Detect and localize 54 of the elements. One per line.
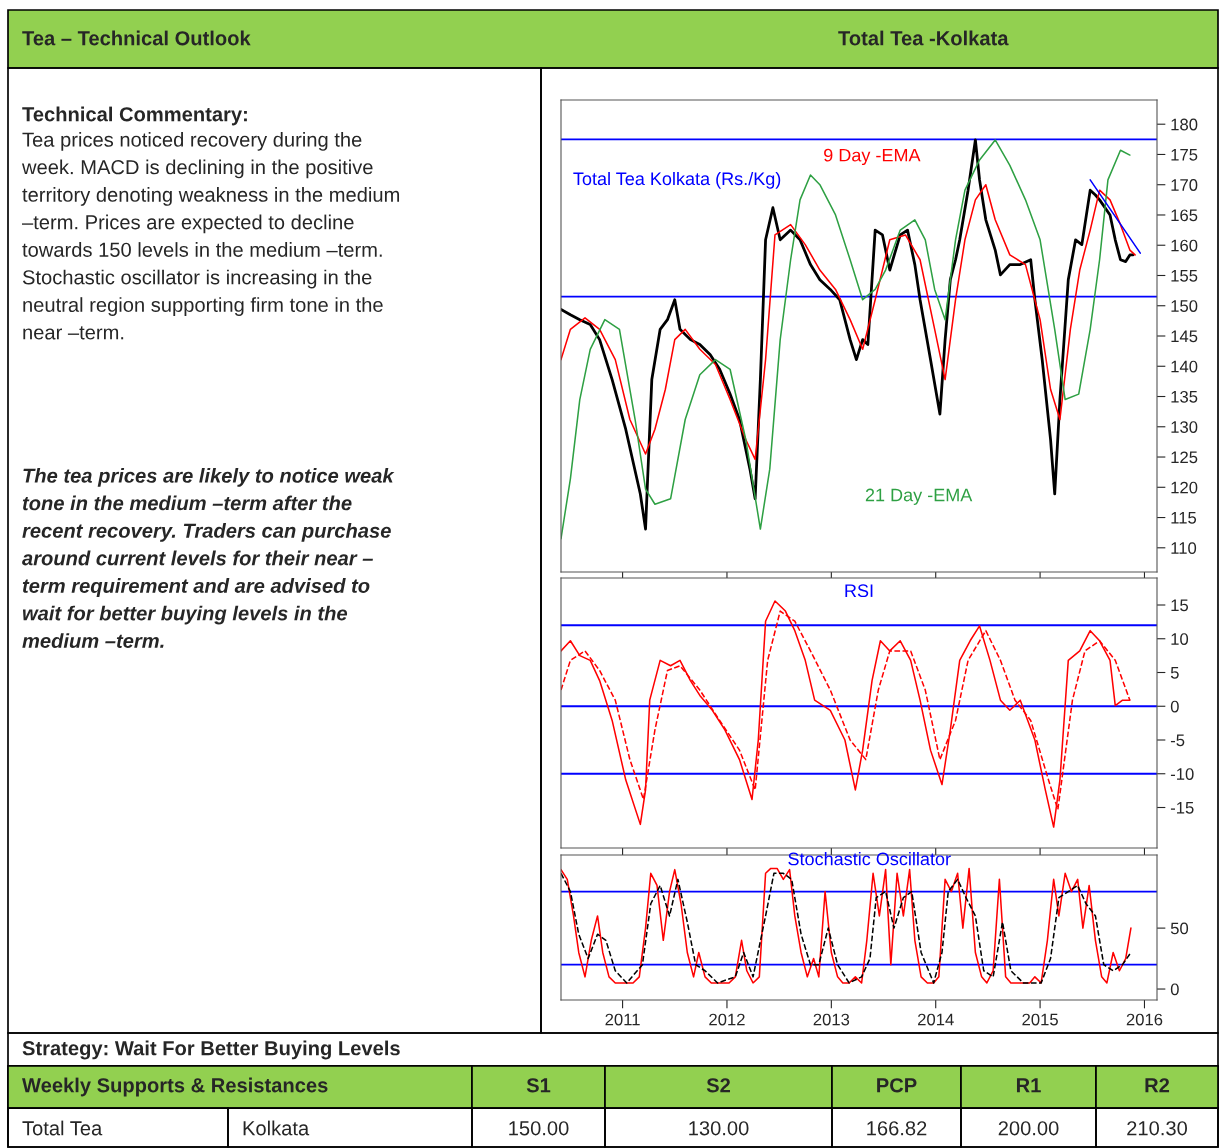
y-tick-label: 110 bbox=[1171, 542, 1197, 554]
y-tick-label: 155 bbox=[1171, 270, 1198, 282]
x-tick-label: 2013 bbox=[813, 1013, 850, 1026]
annotation: Total Tea Kolkata (Rs./Kg) bbox=[573, 171, 781, 189]
x-tick-label: 2015 bbox=[1022, 1013, 1058, 1026]
text: Weekly Supports & Resistances bbox=[22, 1077, 328, 1097]
text: 210.30 bbox=[1127, 1121, 1188, 1136]
text: 200.00 bbox=[998, 1121, 1059, 1136]
y-tick-label: 170 bbox=[1171, 179, 1198, 191]
y-tick-label: 5 bbox=[1170, 667, 1179, 679]
text: S2 bbox=[706, 1078, 731, 1093]
text: Tea – Technical Outlook bbox=[22, 30, 251, 46]
y-tick-label: 140 bbox=[1171, 360, 1198, 373]
y-tick-label: 115 bbox=[1171, 512, 1197, 524]
y-tick-label: 120 bbox=[1171, 481, 1198, 494]
text: Technical Commentary: bbox=[22, 106, 247, 126]
chart-title: RSI bbox=[845, 584, 873, 598]
y-tick-label: 135 bbox=[1171, 390, 1198, 403]
y-tick-label: -10 bbox=[1170, 768, 1194, 780]
text: Total Tea bbox=[22, 1120, 103, 1136]
text: Strategy: Wait For Better Buying Levels bbox=[22, 1040, 400, 1060]
y-tick-label: 0 bbox=[1170, 983, 1179, 996]
y-tick-label: 145 bbox=[1171, 330, 1198, 343]
x-tick-label: 2011 bbox=[605, 1013, 640, 1026]
text: 150.00 bbox=[509, 1121, 569, 1136]
x-tick-label: 2014 bbox=[918, 1013, 954, 1026]
y-tick-label: 50 bbox=[1170, 922, 1189, 935]
text: PCP bbox=[877, 1078, 917, 1093]
y-tick-label: 165 bbox=[1171, 209, 1198, 222]
text: 21 Day -EMA bbox=[865, 488, 973, 505]
y-tick-label: 0 bbox=[1170, 700, 1179, 713]
y-tick-label: 160 bbox=[1171, 239, 1198, 252]
y-tick-label: 150 bbox=[1171, 300, 1198, 312]
x-tick-label: 2016 bbox=[1126, 1013, 1163, 1026]
y-tick-label: -5 bbox=[1170, 734, 1185, 747]
text: 9 Day -EMA bbox=[824, 148, 921, 166]
text: Kolkata bbox=[243, 1120, 310, 1136]
text: R2 bbox=[1145, 1078, 1170, 1093]
chart-title: Stochastic Oscillator bbox=[788, 852, 951, 866]
y-tick-label: 10 bbox=[1171, 633, 1189, 645]
text: 166.82 bbox=[867, 1121, 927, 1136]
x-tick-label: 2012 bbox=[709, 1013, 745, 1026]
text: R1 bbox=[1016, 1078, 1041, 1093]
chart-title: Total Tea -Kolkata bbox=[838, 30, 1009, 46]
y-tick-label: 180 bbox=[1171, 118, 1198, 131]
text: 130.00 bbox=[689, 1121, 749, 1136]
text: The tea prices are likely to notice weak tone in the medium –term after the recent recovery. Traders can purchase around current levels for their near – term requirement and are advised to wait for better buying levels in the medium –term. bbox=[22, 468, 395, 648]
text: S1 bbox=[526, 1078, 551, 1093]
y-tick-label: 125 bbox=[1171, 451, 1198, 464]
y-tick-label: 130 bbox=[1171, 421, 1198, 433]
y-tick-label: 15 bbox=[1171, 599, 1189, 612]
text: Tea prices noticed recovery during the week. MACD is declining in the positive territory denoting weakness in the medium –term. Prices are expected to decline towards 150 levels in the medium –term. Stochastic oscillator is increasing in the neutral region supporting firm tone in the near –term. bbox=[21, 132, 400, 340]
y-tick-label: 175 bbox=[1171, 149, 1198, 161]
y-tick-label: -15 bbox=[1170, 802, 1194, 814]
